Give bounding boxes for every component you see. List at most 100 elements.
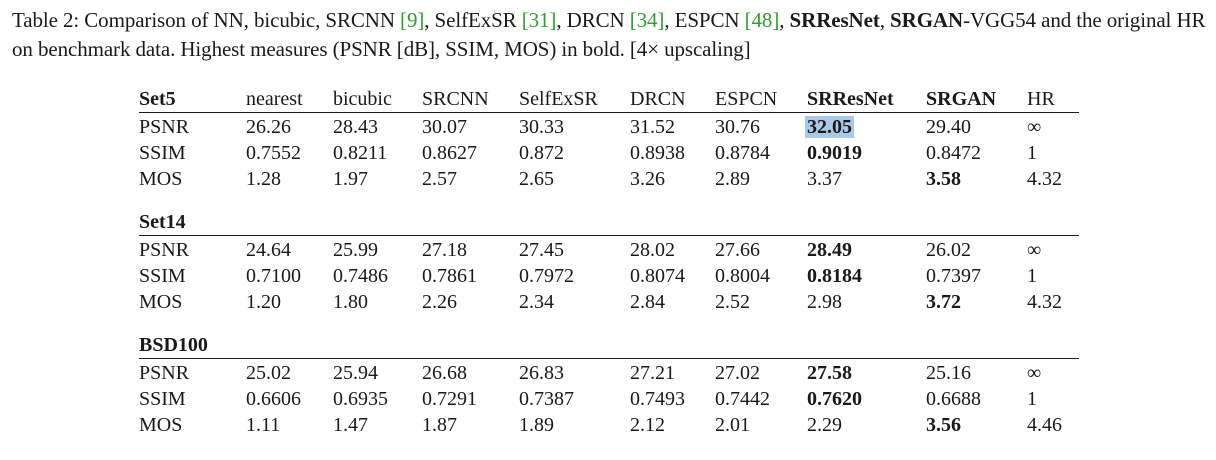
table-cell[interactable]: 24.64 [246, 239, 291, 261]
table-cell[interactable]: 0.8472 [926, 142, 981, 164]
table-cell[interactable]: ∞ [1027, 116, 1042, 138]
table-cell[interactable]: 2.29 [807, 414, 842, 436]
caption-text-6: , [879, 8, 891, 32]
table-cell[interactable]: 28.49 [807, 239, 852, 261]
table-cell[interactable]: 0.7552 [246, 142, 301, 164]
table-cell[interactable]: 3.72 [926, 291, 961, 313]
table-cell[interactable]: 30.76 [715, 116, 760, 138]
table-cell[interactable]: 4.46 [1027, 414, 1062, 436]
table-cell[interactable]: 25.16 [926, 362, 971, 384]
table-cell[interactable]: 1.89 [519, 414, 554, 436]
table-cell[interactable]: 1.87 [422, 414, 457, 436]
table-cell[interactable]: 1 [1027, 388, 1037, 410]
table-cell[interactable]: 27.66 [715, 239, 760, 261]
table-cell[interactable]: 30.07 [422, 116, 467, 138]
table-header-row: Set14 [139, 209, 1079, 235]
table-cell[interactable]: 3.58 [926, 168, 961, 190]
table-cell[interactable]: 0.8211 [333, 142, 388, 164]
table-cell[interactable]: 2.65 [519, 168, 554, 190]
table-cell[interactable]: 2.89 [715, 168, 750, 190]
table-cell[interactable]: 27.58 [807, 362, 852, 384]
table-cell[interactable]: 0.7486 [333, 265, 388, 287]
column-header: SRGAN [926, 88, 997, 110]
table-cell[interactable]: 1.28 [246, 168, 281, 190]
table-cell[interactable]: 1.47 [333, 414, 368, 436]
table-cell[interactable]: 0.7387 [519, 388, 574, 410]
table-cell[interactable]: 0.8004 [715, 265, 770, 287]
table-cell[interactable]: 2.26 [422, 291, 457, 313]
table-cell[interactable]: 2.34 [519, 291, 554, 313]
table-cell[interactable]: 25.94 [333, 362, 378, 384]
citation-link-34[interactable]: [34] [629, 8, 665, 32]
table-cell[interactable]: 1 [1027, 265, 1037, 287]
table-cell[interactable]: 1.20 [246, 291, 281, 313]
table-section: BSD100 PSNR 25.02 25.94 26.68 26.83 27.21 27.02… [139, 332, 1079, 438]
table-cell[interactable]: 0.7100 [246, 265, 301, 287]
table-cell[interactable]: 0.9019 [807, 142, 862, 164]
table-cell[interactable]: 0.7972 [519, 265, 574, 287]
table-cell[interactable]: 30.33 [519, 116, 564, 138]
table-row: MOS 1.28 1.97 2.57 2.65 3.26 2.89 3.37 3.58 4.32 [139, 166, 1079, 192]
table-cell[interactable]: 2.52 [715, 291, 750, 313]
table-cell[interactable]: 0.7442 [715, 388, 770, 410]
table-cell[interactable]: 28.02 [630, 239, 675, 261]
table-row: MOS 1.20 1.80 2.26 2.34 2.84 2.52 2.98 3.72 4.32 [139, 289, 1079, 315]
table-cell[interactable]: 32.05 [805, 114, 854, 140]
table-cell[interactable]: ∞ [1027, 362, 1042, 384]
table-cell[interactable]: 4.32 [1027, 291, 1062, 313]
table-cell[interactable]: 0.7397 [926, 265, 981, 287]
table-cell[interactable]: 25.99 [333, 239, 378, 261]
table-cell[interactable]: 0.7861 [422, 265, 477, 287]
table-cell[interactable]: 26.68 [422, 362, 467, 384]
table-cell[interactable]: 3.56 [926, 414, 961, 436]
table-cell[interactable]: 27.02 [715, 362, 760, 384]
section-title: Set14 [139, 211, 186, 233]
citation-link-31[interactable]: [31] [521, 8, 557, 32]
table-cell[interactable]: 0.7620 [807, 388, 862, 410]
metric-label: PSNR [139, 239, 190, 261]
column-header: SRCNN [422, 88, 489, 110]
table-cell[interactable]: 3.37 [807, 168, 842, 190]
table-cell[interactable]: 0.872 [519, 142, 564, 164]
column-header: nearest [246, 88, 303, 110]
table-cell[interactable]: 1.11 [246, 414, 281, 436]
table-cell[interactable]: 1.97 [333, 168, 368, 190]
table-cell[interactable]: 1.80 [333, 291, 368, 313]
table-cell[interactable]: 0.6935 [333, 388, 388, 410]
citation-link-48[interactable]: [48] [744, 8, 780, 32]
table-cell[interactable]: 29.40 [926, 116, 971, 138]
table-cell[interactable]: 28.43 [333, 116, 378, 138]
selected-text-highlight[interactable]: 32.05 [805, 116, 854, 138]
table-cell[interactable]: 1 [1027, 142, 1037, 164]
table-cell[interactable]: 0.7493 [630, 388, 685, 410]
table-row: SSIM 0.6606 0.6935 0.7291 0.7387 0.7493 0.7442… [139, 386, 1079, 412]
table-section: Set5 nearest bicubic SRCNN SelfExSR DRCN ESPCN… [139, 86, 1079, 209]
table-cell[interactable]: 26.02 [926, 239, 971, 261]
table-cell[interactable]: 0.6688 [926, 388, 981, 410]
metric-label: MOS [139, 168, 183, 190]
table-cell[interactable]: 27.45 [519, 239, 564, 261]
table-cell[interactable]: 0.8074 [630, 265, 685, 287]
table-cell[interactable]: 0.7291 [422, 388, 477, 410]
table-cell[interactable]: 0.8784 [715, 142, 770, 164]
column-header: SRResNet [807, 88, 894, 110]
citation-link-9[interactable]: [9] [400, 8, 425, 32]
table-cell[interactable]: 4.32 [1027, 168, 1062, 190]
table-cell[interactable]: 25.02 [246, 362, 291, 384]
table-cell[interactable]: 3.26 [630, 168, 665, 190]
table-cell[interactable]: 26.83 [519, 362, 564, 384]
table-cell[interactable]: 0.8938 [630, 142, 685, 164]
table-cell[interactable]: 31.52 [630, 116, 675, 138]
table-cell[interactable]: 2.12 [630, 414, 665, 436]
table-cell[interactable]: 27.21 [630, 362, 675, 384]
table-cell[interactable]: 2.01 [715, 414, 750, 436]
table-cell[interactable]: 27.18 [422, 239, 467, 261]
table-cell[interactable]: 2.84 [630, 291, 665, 313]
table-cell[interactable]: 26.26 [246, 116, 291, 138]
table-cell[interactable]: 0.6606 [246, 388, 301, 410]
table-cell[interactable]: 0.8627 [422, 142, 477, 164]
table-cell[interactable]: ∞ [1027, 239, 1042, 261]
table-cell[interactable]: 2.57 [422, 168, 457, 190]
table-cell[interactable]: 0.8184 [807, 265, 862, 287]
table-cell[interactable]: 2.98 [807, 291, 842, 313]
